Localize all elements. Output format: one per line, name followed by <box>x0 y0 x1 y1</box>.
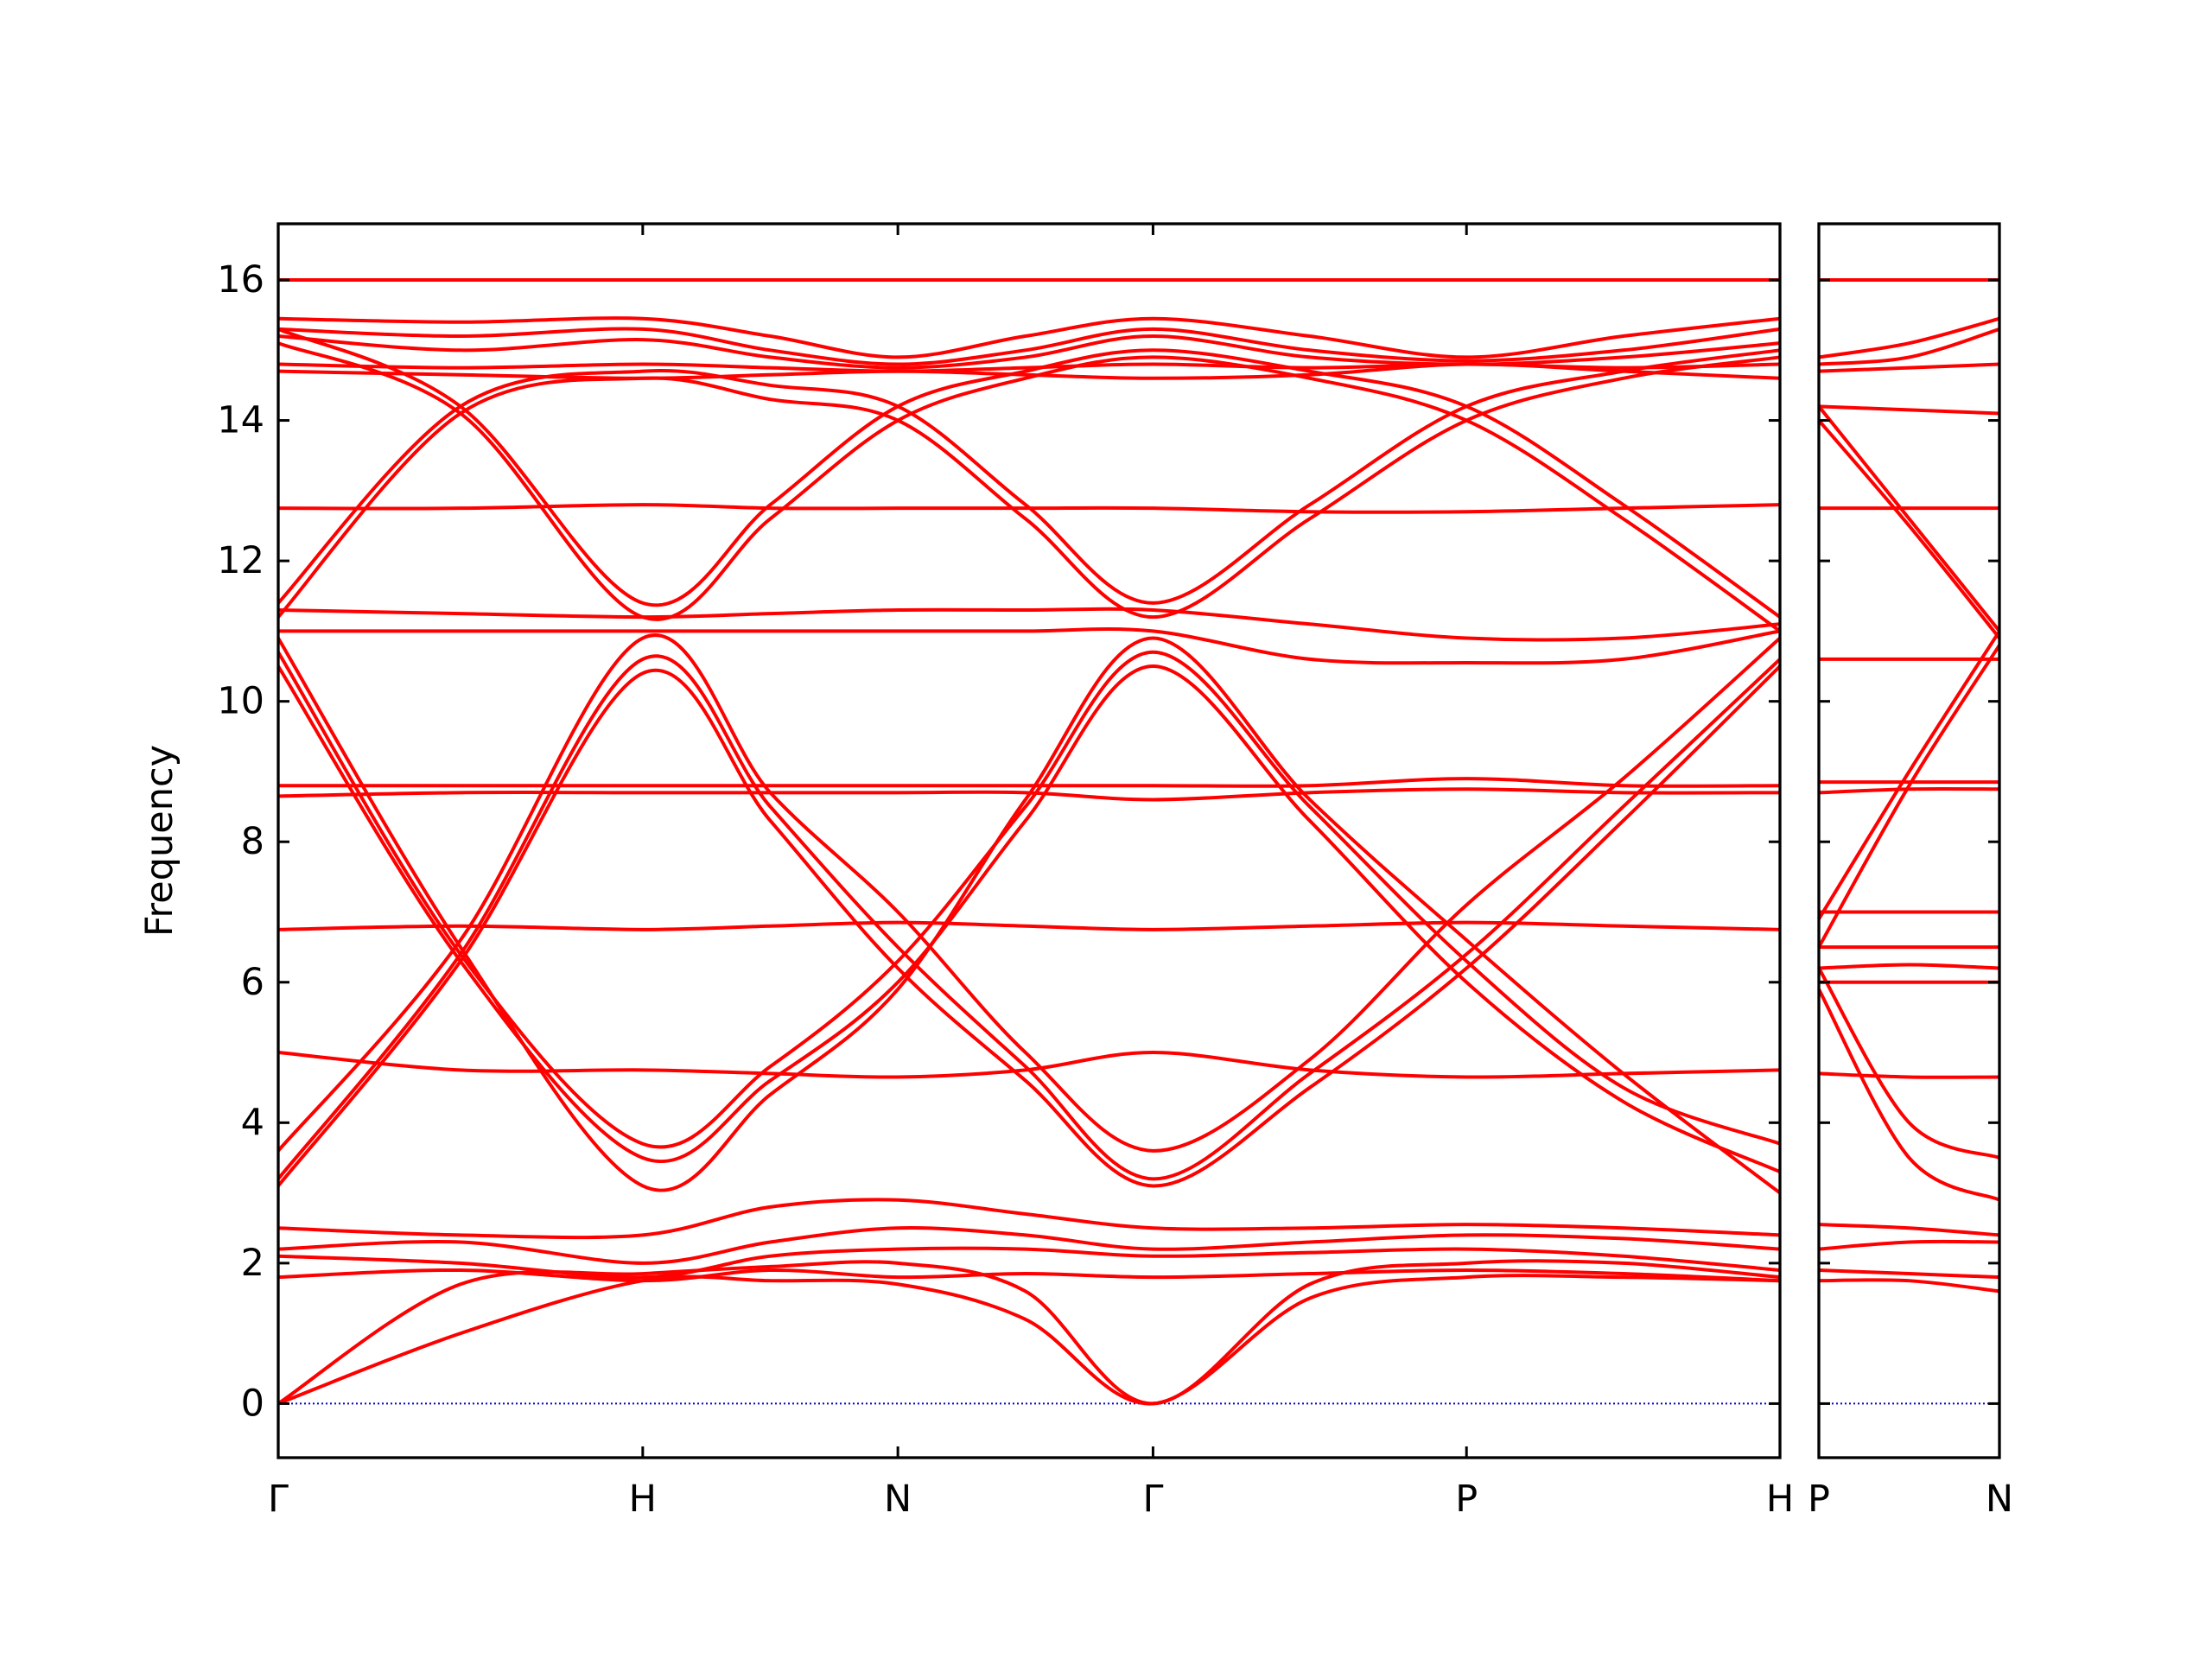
band-line <box>1817 967 2000 1160</box>
band-line <box>1818 963 2000 970</box>
band-line <box>277 787 1781 802</box>
band-line <box>277 1051 1781 1079</box>
y-tick-label: 12 <box>217 539 264 582</box>
band-line <box>276 636 1782 1195</box>
x-tick-label: N <box>884 1478 912 1521</box>
x-tick-label: P <box>1455 1478 1478 1521</box>
x-tick-label: H <box>629 1478 657 1521</box>
band-line <box>1818 1223 2000 1237</box>
band-line <box>276 650 1781 1149</box>
band-line <box>278 626 1781 665</box>
band-line <box>277 316 1781 359</box>
band-line <box>276 654 1782 1181</box>
band-line <box>1818 362 2000 373</box>
y-tick-label: 16 <box>217 258 264 302</box>
band-line <box>277 327 1782 619</box>
band-line <box>276 355 1781 620</box>
band-line <box>1818 1239 2000 1251</box>
band-line <box>1818 1268 2000 1280</box>
band-line <box>276 1259 1781 1406</box>
band-line <box>1817 988 2000 1202</box>
y-tick-label: 14 <box>217 399 264 442</box>
band-line <box>277 1226 1781 1265</box>
band-line <box>1818 327 2000 366</box>
band-line <box>277 334 1781 370</box>
x-tick-label: N <box>1986 1478 2013 1521</box>
band-line <box>277 607 1781 642</box>
y-tick-label: 10 <box>217 680 264 723</box>
band-line <box>276 633 1782 1153</box>
band-line <box>1818 1278 2000 1294</box>
panel: 0 2 4 6 8 10 12 14 16 Γ H N Γ P H Frequency <box>138 222 1794 1521</box>
band-line <box>276 348 1781 605</box>
band-line <box>277 362 1781 380</box>
band-line <box>1817 419 2001 639</box>
y-axis-label: Frequency <box>138 745 181 937</box>
y-tick-label: 8 <box>241 820 264 863</box>
y-tick-label: 6 <box>241 961 264 1004</box>
y-tick-label: 4 <box>241 1101 264 1144</box>
x-tick-label: H <box>1766 1478 1794 1521</box>
band-line <box>277 1268 1781 1283</box>
x-tick-label: P <box>1808 1478 1830 1521</box>
band-line <box>1818 786 2000 795</box>
band-line <box>1818 1071 2000 1079</box>
axes-frame <box>1817 222 2001 1459</box>
axes-frame <box>276 222 1782 1459</box>
band-line <box>277 327 1781 366</box>
x-tick-label: Γ <box>268 1478 289 1521</box>
x-tick-label: Γ <box>1142 1478 1163 1521</box>
band-line <box>1817 405 2001 632</box>
band-line <box>277 503 1781 514</box>
band-line <box>1817 644 2001 949</box>
band-line <box>277 920 1781 931</box>
band-line <box>278 777 1781 788</box>
y-tick-label: 2 <box>241 1242 264 1285</box>
band-line <box>277 1198 1781 1240</box>
band-line <box>276 664 1782 1188</box>
band-line <box>1818 316 2000 359</box>
band-line <box>277 341 1782 633</box>
band-line <box>1817 630 2001 920</box>
y-tick-label: 0 <box>241 1382 264 1425</box>
band-line <box>1818 404 2000 416</box>
band-line <box>277 1274 1781 1406</box>
